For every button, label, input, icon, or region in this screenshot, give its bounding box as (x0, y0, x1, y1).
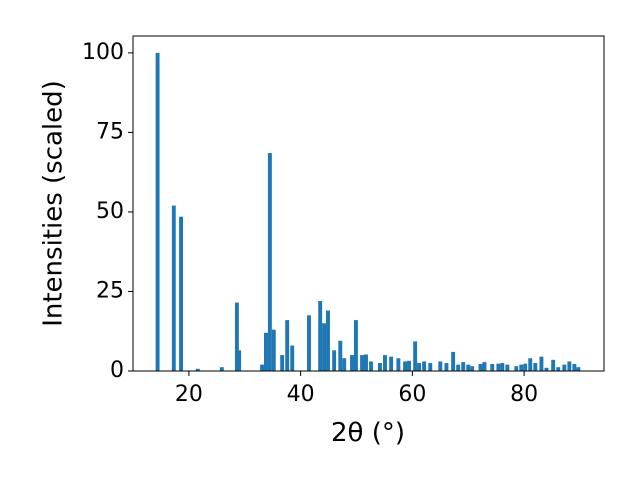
bar (195, 368, 200, 371)
bar (567, 361, 572, 371)
bar (428, 363, 433, 371)
bar (490, 364, 495, 371)
bar (353, 320, 358, 371)
bar (342, 358, 347, 371)
bar (383, 355, 387, 371)
bar (417, 363, 422, 371)
bar (572, 364, 577, 371)
bar (338, 340, 343, 371)
plot-frame (132, 35, 605, 372)
bar (396, 358, 401, 371)
bar (155, 52, 160, 371)
bar (556, 367, 561, 371)
bar (505, 364, 510, 371)
y-tick-label: 100 (82, 40, 124, 65)
x-tick-label: 40 (287, 382, 315, 407)
bar (562, 364, 567, 371)
bar (451, 351, 456, 371)
bar (290, 345, 295, 371)
x-tick-label: 60 (398, 382, 426, 407)
bar (171, 205, 176, 371)
bar (332, 350, 337, 371)
y-tick-label: 25 (96, 278, 124, 303)
bar (377, 363, 382, 371)
bar (438, 361, 443, 371)
bar (326, 310, 330, 371)
bar (422, 361, 427, 371)
x-tick-label: 20 (175, 382, 203, 407)
bar (444, 363, 449, 371)
bar (360, 355, 365, 371)
bar (219, 367, 224, 371)
bar (551, 359, 556, 371)
bar (496, 363, 501, 371)
bar (413, 341, 418, 371)
x-axis-label: 2θ (°) (331, 418, 405, 448)
bar (407, 360, 411, 371)
bar (267, 153, 272, 371)
x-tick-label: 80 (510, 382, 538, 407)
bar (500, 363, 505, 371)
y-tick-label: 75 (96, 119, 124, 144)
bar (466, 364, 471, 371)
bar (234, 302, 239, 371)
bar (523, 363, 528, 371)
bar (179, 216, 184, 371)
bar (403, 361, 408, 371)
bar (478, 364, 483, 371)
bars (155, 52, 581, 371)
bar (307, 315, 311, 371)
bar (533, 363, 538, 371)
bar (260, 364, 265, 371)
bar (519, 364, 524, 371)
bar (237, 350, 242, 371)
bar (514, 366, 519, 371)
bar (271, 329, 276, 371)
bar (264, 332, 268, 371)
bar (364, 354, 368, 371)
y-tick-label: 0 (110, 358, 124, 383)
bar (544, 367, 549, 371)
bar (280, 355, 285, 371)
bar (539, 356, 544, 371)
bar (528, 358, 533, 371)
bar (470, 366, 475, 371)
bar (322, 323, 327, 371)
bar (389, 356, 394, 371)
y-tick-label: 50 (96, 199, 124, 224)
bar (482, 362, 487, 371)
bar (456, 364, 461, 371)
bar (576, 367, 581, 371)
bar (369, 361, 373, 371)
bar (318, 301, 323, 371)
bar (285, 320, 290, 371)
y-axis-label: Intensities (scaled) (39, 80, 69, 327)
bar (461, 362, 466, 371)
bar (350, 355, 354, 371)
